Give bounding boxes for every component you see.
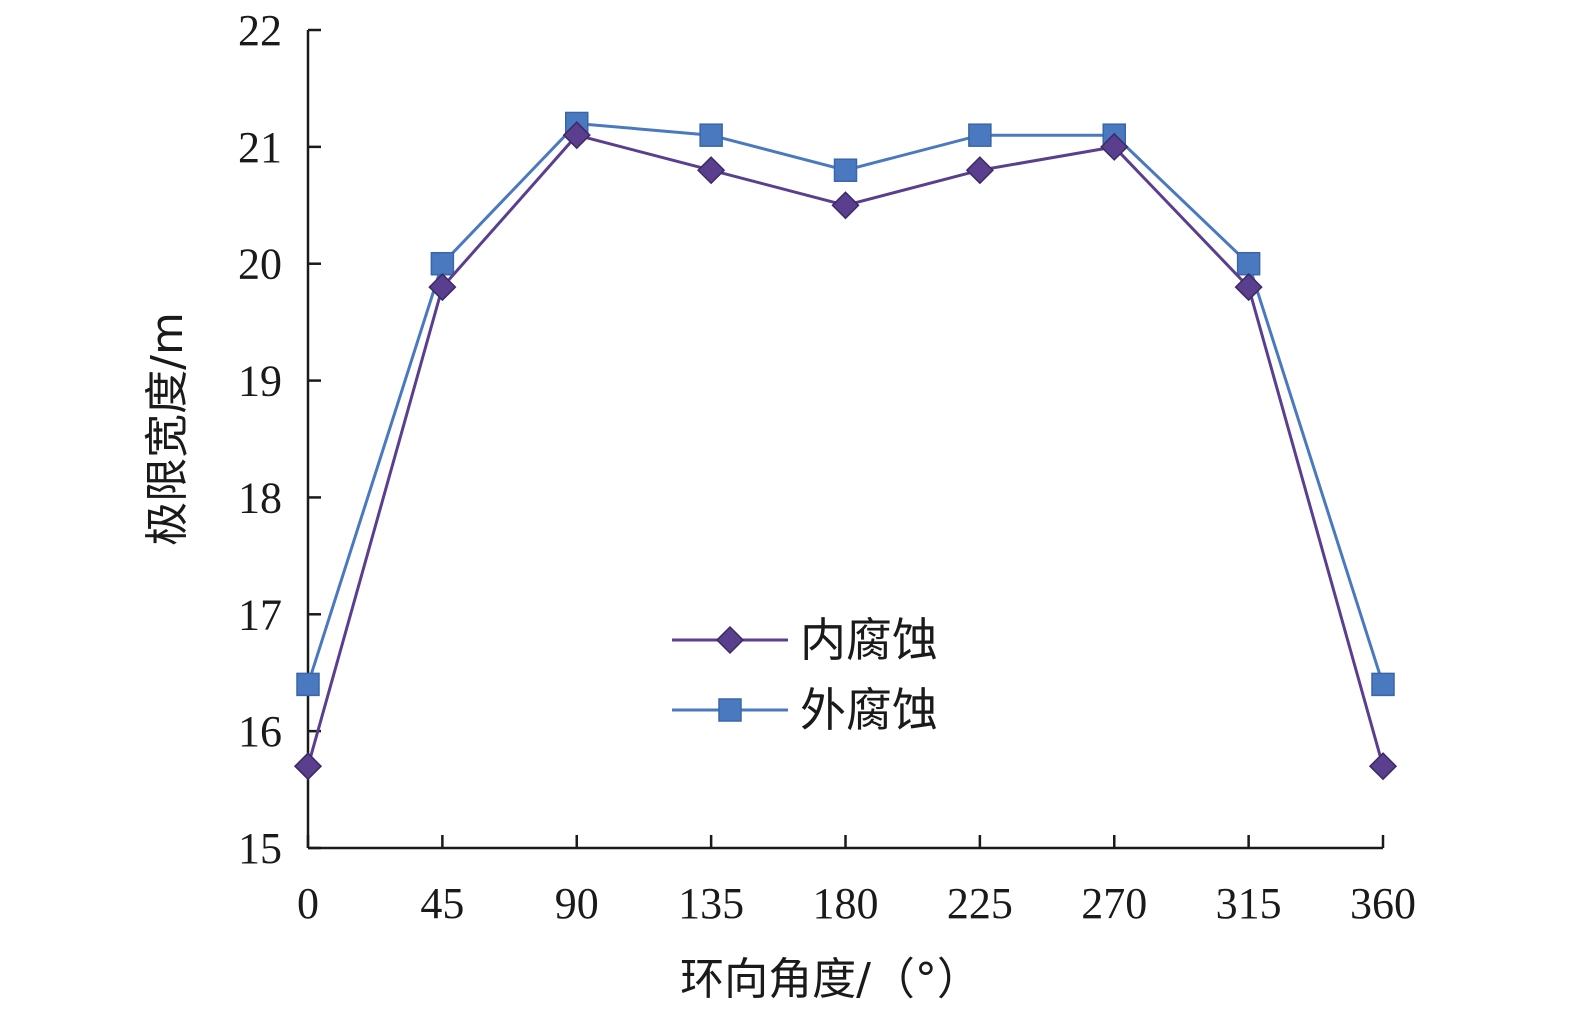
legend-label: 外腐蚀 bbox=[800, 683, 938, 737]
y-tick-label: 21 bbox=[238, 123, 282, 172]
y-tick-label: 16 bbox=[238, 707, 282, 756]
legend-item: 内腐蚀 bbox=[672, 613, 938, 667]
x-tick-label: 360 bbox=[1350, 879, 1416, 928]
data-point bbox=[430, 251, 455, 276]
data-point bbox=[1100, 132, 1129, 161]
y-tick-label: 17 bbox=[238, 590, 282, 639]
x-tick-label: 225 bbox=[947, 879, 1013, 928]
y-axis-title: 极限宽度/m bbox=[142, 312, 193, 546]
series-line bbox=[306, 133, 1385, 767]
x-tick-label: 0 bbox=[297, 879, 319, 928]
legend-item: 外腐蚀 bbox=[672, 683, 938, 737]
y-tick-label: 22 bbox=[238, 6, 282, 55]
data-point bbox=[428, 273, 457, 302]
data-point bbox=[1368, 752, 1398, 781]
series-1 bbox=[293, 121, 1398, 781]
x-ticks: 0 45 90 135 180 225 270 315 360 bbox=[297, 835, 1416, 928]
data-point bbox=[699, 123, 723, 147]
x-tick-label: 315 bbox=[1216, 879, 1282, 928]
x-tick-label: 135 bbox=[678, 879, 744, 928]
data-point bbox=[1234, 273, 1263, 302]
y-tick-label: 20 bbox=[238, 240, 282, 289]
y-tick-label: 19 bbox=[238, 357, 282, 406]
data-point bbox=[293, 752, 323, 781]
data-point bbox=[968, 123, 992, 147]
data-point bbox=[1236, 251, 1261, 276]
data-point bbox=[296, 672, 320, 697]
data-point bbox=[965, 156, 994, 185]
x-tick-label: 90 bbox=[555, 879, 599, 928]
data-point bbox=[833, 158, 858, 182]
legend-label: 内腐蚀 bbox=[800, 613, 938, 667]
data-point bbox=[562, 121, 591, 150]
x-tick-label: 45 bbox=[420, 879, 464, 928]
legend-marker bbox=[715, 625, 745, 655]
data-point bbox=[697, 156, 726, 185]
data-point bbox=[831, 191, 860, 220]
legend-marker bbox=[718, 698, 742, 722]
y-ticks: 15 16 17 18 19 20 21 22 bbox=[238, 6, 321, 873]
x-axis-title: 环向角度/（°） bbox=[680, 954, 981, 1005]
series-layer bbox=[293, 111, 1398, 781]
y-tick-label: 18 bbox=[238, 473, 282, 522]
data-point bbox=[1371, 672, 1395, 697]
x-tick-label: 270 bbox=[1081, 879, 1147, 928]
y-tick-label: 15 bbox=[238, 824, 282, 873]
x-tick-label: 180 bbox=[813, 879, 879, 928]
